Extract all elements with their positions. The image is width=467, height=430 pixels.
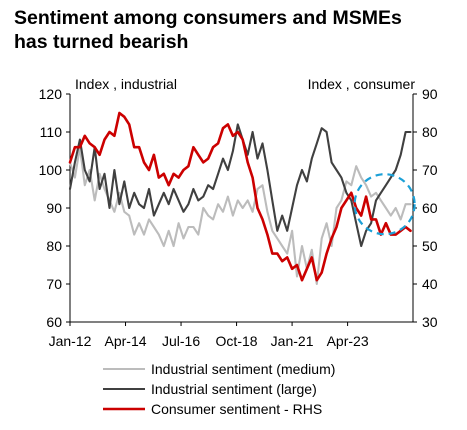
x-tick-label: Oct-18: [216, 333, 258, 349]
y-tick-left-label: 100: [39, 162, 63, 178]
y-axis-right-title: Index , consumer: [308, 76, 416, 92]
legend-label-2: Industrial sentiment (large): [151, 381, 317, 397]
y-tick-left-label: 80: [46, 238, 62, 254]
y-tick-right-label: 50: [422, 238, 438, 254]
highlight-ellipse: [353, 173, 416, 236]
chart-annotations: [353, 173, 416, 236]
x-tick-label: Jul-16: [162, 333, 200, 349]
y-tick-left-label: 60: [46, 314, 62, 330]
y-tick-right-label: 30: [422, 314, 438, 330]
x-tick-label: Jan-21: [271, 333, 314, 349]
legend-label-1: Industrial sentiment (medium): [151, 361, 335, 377]
y-tick-right-label: 70: [422, 162, 438, 178]
y-tick-right-label: 80: [422, 124, 438, 140]
legend-label-3: Consumer sentiment - RHS: [151, 401, 322, 417]
chart-title-line-1: Sentiment among consumers and MSMEs: [14, 7, 402, 29]
y-tick-right-label: 60: [422, 200, 438, 216]
chart-labels: 60 70 80 90 100 110 120 30 40 50 60 70 80 90 Jan-12 Apr…: [39, 76, 438, 349]
y-tick-left-label: 70: [46, 276, 62, 292]
series-line-3: [68, 111, 412, 282]
y-tick-right-label: 40: [422, 276, 438, 292]
y-tick-left-label: 90: [46, 200, 62, 216]
chart-axes: [66, 93, 417, 326]
chart-title-line-2: has turned bearish: [14, 31, 189, 53]
chart-series: [68, 111, 412, 286]
x-tick-label: Apr-23: [327, 333, 369, 349]
x-tick-label: Apr-14: [105, 333, 147, 349]
y-tick-left-label: 120: [39, 86, 63, 102]
series-line-2: [68, 123, 412, 248]
y-axis-left-title: Index , industrial: [75, 76, 177, 92]
chart-title: Sentiment among consumers and MSMEs has …: [14, 6, 464, 54]
chart-legend: Industrial sentiment (medium) Industrial …: [103, 361, 335, 417]
y-tick-right-label: 90: [422, 86, 438, 102]
y-tick-left-label: 110: [40, 124, 63, 140]
x-tick-label: Jan-12: [49, 333, 92, 349]
series-line-1: [68, 146, 412, 286]
